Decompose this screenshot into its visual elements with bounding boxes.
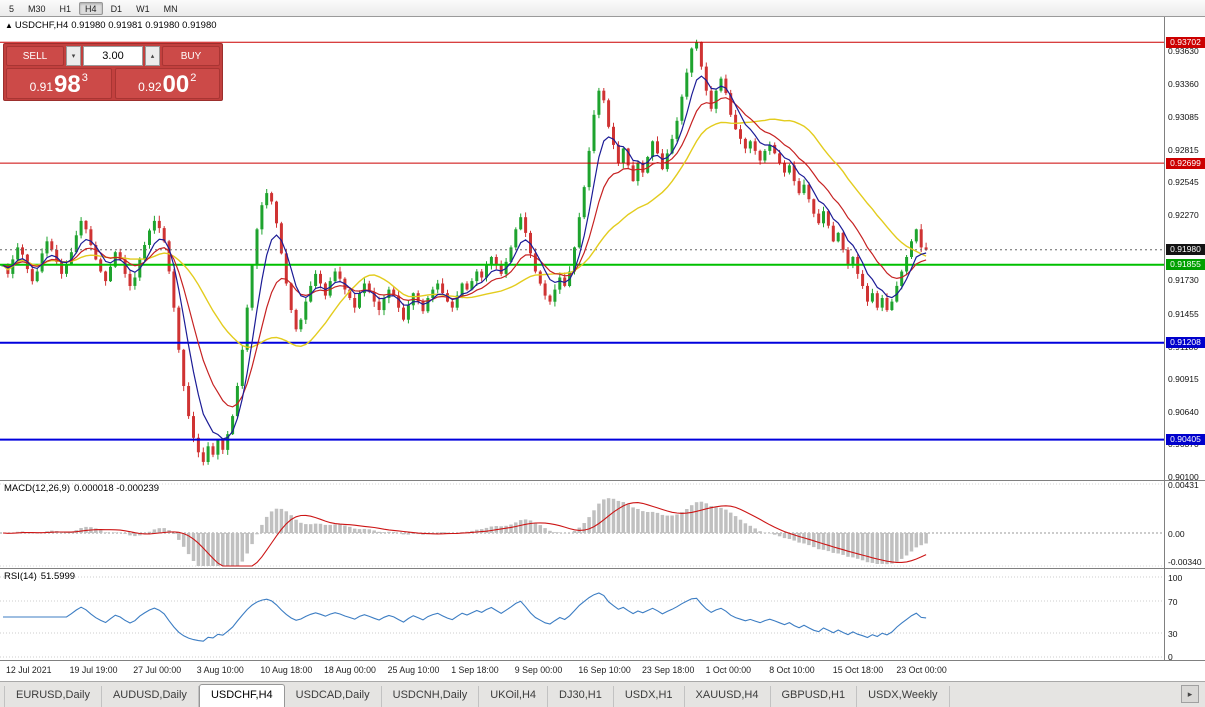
bid-prefix: 0.91 xyxy=(29,80,54,94)
time-axis[interactable]: 12 Jul 2021 19 Jul 19:00 27 Jul 00:00 3 Aug… xyxy=(0,663,1205,679)
tab-usdx-weekly[interactable]: USDX,Weekly xyxy=(857,686,950,707)
price-tick-label: 0.92270 xyxy=(1168,210,1199,221)
time-axis-separator xyxy=(0,660,1205,661)
buy-button[interactable]: BUY xyxy=(162,46,220,66)
chart-ohlc-values: 0.91980 0.91981 0.91980 0.91980 xyxy=(71,20,217,31)
time-tick-label: 9 Sep 00:00 xyxy=(514,665,563,675)
timeframe-5[interactable]: 5 xyxy=(3,2,20,15)
timeframe-m30[interactable]: M30 xyxy=(22,2,52,15)
timeframe-d1[interactable]: D1 xyxy=(105,2,129,15)
volume-input[interactable] xyxy=(83,46,143,66)
tab-dj30-h1[interactable]: DJ30,H1 xyxy=(548,686,614,707)
ask-price[interactable]: 0.92 00 2 xyxy=(114,68,220,99)
tab-xauusd-h4[interactable]: XAUUSD,H4 xyxy=(685,686,771,707)
macd-axis-label: -0.00340 xyxy=(1168,556,1202,567)
bid-pip-digit: 3 xyxy=(81,72,88,84)
time-tick-label: 19 Jul 19:00 xyxy=(69,665,118,675)
chart-workspace: ▲ USDCHF,H4 0.91980 0.91981 0.91980 0.9198… xyxy=(0,17,1205,681)
price-tick-label: 0.90915 xyxy=(1168,373,1199,384)
rsi-axis-label: 70 xyxy=(1168,596,1178,607)
chart-symbol-period: USDCHF,H4 xyxy=(14,20,69,31)
macd-values: 0.000018 -0.000239 xyxy=(74,483,160,494)
price-level-badge: 0.91980 xyxy=(1166,244,1205,256)
macd-axis-label: 0.00 xyxy=(1168,528,1185,539)
macd-axis-label: 0.00431 xyxy=(1168,479,1199,490)
time-tick-label: 1 Sep 18:00 xyxy=(451,665,499,675)
timeframe-h1[interactable]: H1 xyxy=(54,2,78,15)
tab-scroll-right-icon[interactable]: ▸ xyxy=(1181,685,1199,703)
rsi-label: RSI(14) 51.5999 xyxy=(4,571,79,582)
price-tick-label: 0.91455 xyxy=(1168,308,1199,319)
time-tick-label: 25 Aug 10:00 xyxy=(387,665,440,675)
timeframe-toolbar: 5 M30 H1 H4 D1 W1 MN xyxy=(0,0,1205,17)
collapse-panel-icon[interactable]: ▲ xyxy=(5,21,13,30)
timeframe-w1[interactable]: W1 xyxy=(130,2,156,15)
tab-usdx-h1[interactable]: USDX,H1 xyxy=(614,686,685,707)
rsi-title: RSI(14) xyxy=(4,571,37,582)
tab-usdcnh-daily[interactable]: USDCNH,Daily xyxy=(382,686,480,707)
price-tick-label: 0.93085 xyxy=(1168,112,1199,123)
rsi-axis-label: 100 xyxy=(1168,572,1183,583)
time-tick-label: 1 Oct 00:00 xyxy=(705,665,752,675)
ask-prefix: 0.92 xyxy=(138,80,162,94)
time-tick-label: 16 Sep 10:00 xyxy=(578,665,631,675)
macd-panel-separator[interactable] xyxy=(0,480,1205,481)
price-tick-label: 0.90640 xyxy=(1168,406,1199,417)
price-level-badge: 0.93702 xyxy=(1166,36,1205,48)
sell-button[interactable]: SELL xyxy=(6,46,64,66)
tab-audusd-daily[interactable]: AUDUSD,Daily xyxy=(102,686,199,707)
tab-usdchf-h4[interactable]: USDCHF,H4 xyxy=(198,684,285,707)
time-tick-label: 3 Aug 10:00 xyxy=(196,665,244,675)
chart-canvas[interactable] xyxy=(0,17,1164,663)
price-level-badge: 0.92699 xyxy=(1166,157,1205,169)
time-tick-label: 12 Jul 2021 xyxy=(6,665,52,675)
bid-price[interactable]: 0.91 98 3 xyxy=(6,68,112,99)
tab-gbpusd-h1[interactable]: GBPUSD,H1 xyxy=(771,686,858,707)
time-tick-label: 8 Oct 10:00 xyxy=(769,665,815,675)
volume-decrease-button[interactable]: ▾ xyxy=(66,46,81,66)
ask-big-digits: 00 xyxy=(162,71,190,98)
price-tick-label: 0.91730 xyxy=(1168,275,1199,286)
price-tick-label: 0.93360 xyxy=(1168,78,1199,89)
price-level-badge: 0.90405 xyxy=(1166,434,1205,446)
price-tick-label: 0.93630 xyxy=(1168,46,1199,57)
macd-title: MACD(12,26,9) xyxy=(4,483,70,494)
price-tick-label: 0.92545 xyxy=(1168,177,1199,188)
time-tick-label: 23 Oct 00:00 xyxy=(896,665,947,675)
time-tick-label: 27 Jul 00:00 xyxy=(133,665,182,675)
macd-label: MACD(12,26,9) 0.000018 -0.000239 xyxy=(4,483,163,494)
time-tick-label: 15 Oct 18:00 xyxy=(832,665,884,675)
time-tick-label: 18 Aug 00:00 xyxy=(324,665,376,675)
time-tick-label: 10 Aug 18:00 xyxy=(260,665,313,675)
chart-tabs-bar: EURUSD,Daily AUDUSD,Daily USDCHF,H4 USDC… xyxy=(0,681,1205,707)
chart-title: ▲ USDCHF,H4 0.91980 0.91981 0.91980 0.9198… xyxy=(5,20,220,31)
ask-pip-digit: 2 xyxy=(190,72,197,84)
price-tick-label: 0.90100 xyxy=(1168,471,1199,482)
rsi-axis-label: 0 xyxy=(1168,651,1173,662)
volume-increase-button[interactable]: ▴ xyxy=(145,46,160,66)
timeframe-mn[interactable]: MN xyxy=(158,2,184,15)
time-tick-label: 23 Sep 18:00 xyxy=(642,665,695,675)
bid-big-digits: 98 xyxy=(54,71,81,98)
price-level-badge: 0.91855 xyxy=(1166,259,1205,271)
rsi-panel-separator[interactable] xyxy=(0,568,1205,569)
rsi-axis-label: 30 xyxy=(1168,628,1178,639)
price-axis[interactable]: 0.93630 0.93360 0.93085 0.92815 0.92545 0.922… xyxy=(1164,17,1205,662)
tab-usdcad-daily[interactable]: USDCAD,Daily xyxy=(285,686,382,707)
price-tick-label: 0.92815 xyxy=(1168,144,1199,155)
rsi-value: 51.5999 xyxy=(40,571,76,582)
tab-eurusd-daily[interactable]: EURUSD,Daily xyxy=(4,686,102,707)
timeframe-h4[interactable]: H4 xyxy=(79,1,103,15)
tab-ukoil-h4[interactable]: UKOil,H4 xyxy=(479,686,549,707)
price-level-badge: 0.91208 xyxy=(1166,337,1205,349)
